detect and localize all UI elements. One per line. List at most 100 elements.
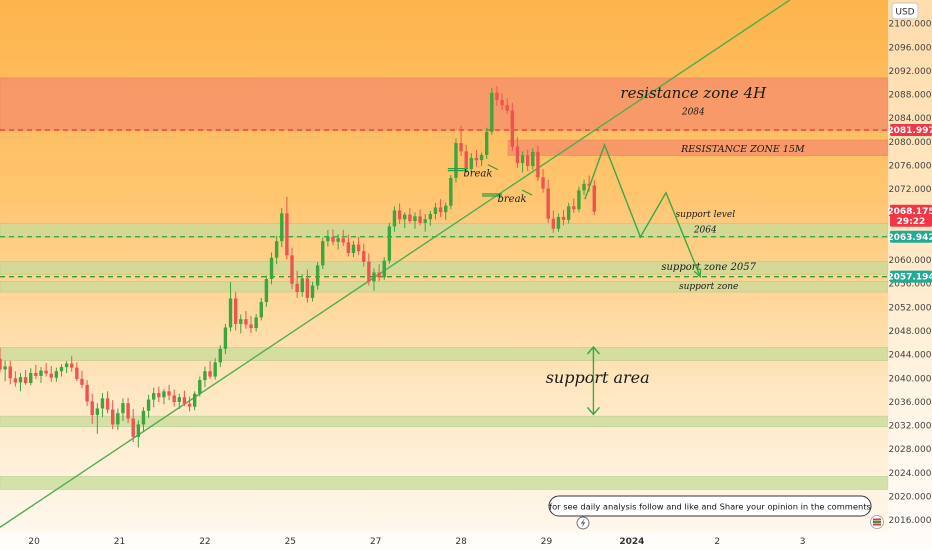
time-axis-panel[interactable] [0, 532, 888, 550]
candle-body [377, 272, 381, 278]
candle-body [326, 237, 330, 242]
candle-body [90, 401, 94, 415]
candle [582, 179, 586, 196]
y-tick-label: 2096.000 [889, 43, 932, 53]
candle [34, 364, 38, 379]
candle [198, 376, 202, 397]
candle-body [177, 397, 182, 402]
candle-body [541, 177, 545, 189]
candle-body [484, 131, 489, 155]
candle-body [259, 302, 263, 318]
support-zone-label: support zone [679, 282, 738, 292]
candle [285, 196, 289, 260]
break-label: break [497, 194, 526, 205]
support-zone-2057-label: support zone 2057 [661, 262, 756, 273]
candle-body [172, 395, 176, 402]
candle [274, 235, 279, 265]
candle-body [505, 105, 509, 111]
candle [525, 149, 530, 171]
candle-body [244, 319, 248, 325]
candle-body [351, 244, 356, 253]
candle [100, 393, 105, 418]
support-area-label: support area [546, 368, 650, 387]
candle [495, 86, 499, 106]
candle [54, 367, 59, 382]
y-tick-label: 2044.000 [889, 351, 932, 361]
candle-body [213, 362, 217, 377]
price-badge-0[interactable]: 2081.997 [887, 124, 932, 137]
candle [510, 102, 515, 152]
price-badge-label: 2081.997 [887, 126, 932, 136]
projection-path[interactable] [584, 142, 701, 277]
break-annotation-1: break [447, 164, 499, 180]
lightning-icon[interactable] [576, 516, 590, 530]
candle-body [8, 366, 12, 379]
candle-body [269, 257, 274, 280]
candle [131, 409, 135, 443]
candle-body [126, 403, 130, 419]
resistance-4h-sub: 2084 [681, 108, 705, 118]
candle [228, 281, 233, 332]
candle-body [239, 319, 243, 324]
candle [223, 323, 228, 355]
candle-body [474, 157, 479, 161]
candle [172, 389, 176, 407]
candle [59, 364, 64, 377]
x-tick-label: 21 [114, 537, 125, 547]
candle-body [70, 363, 74, 368]
candle [408, 208, 412, 224]
candle [566, 202, 571, 224]
candle-body [187, 403, 192, 407]
currency-label: USD [895, 8, 914, 18]
price-badge-3[interactable]: 2057.194 [887, 270, 932, 283]
candle [413, 212, 417, 229]
candle-body [551, 218, 555, 229]
candle [403, 212, 407, 229]
candle-body [121, 403, 125, 414]
candle-body [85, 384, 89, 402]
candle [305, 269, 310, 303]
x-tick-label: 2024 [619, 537, 644, 547]
candle-body [295, 283, 299, 293]
candle [551, 210, 555, 233]
candle [111, 400, 115, 430]
candle [162, 388, 166, 405]
comment-text: for see daily analysis follow and like a… [549, 502, 871, 512]
candle [249, 316, 253, 333]
candle-body [587, 183, 591, 186]
candle [187, 396, 192, 412]
candle-body [100, 398, 105, 409]
candle-body [566, 206, 571, 220]
currency-badge[interactable]: USD [891, 2, 919, 20]
comment-box[interactable]: for see daily analysis follow and like a… [548, 495, 872, 517]
candle-body [408, 214, 412, 222]
candle [13, 371, 18, 387]
candle-body [64, 363, 69, 368]
trendline[interactable] [0, 0, 791, 528]
y-tick-label: 2020.000 [889, 493, 932, 503]
price-badge-2[interactable]: 2063.942 [887, 230, 932, 243]
candle-body [141, 410, 146, 425]
candle [336, 234, 340, 250]
flag-icon[interactable] [870, 515, 884, 529]
candle [280, 208, 284, 248]
candle [362, 243, 366, 267]
x-tick-label: 28 [455, 537, 467, 547]
candle [341, 229, 345, 246]
candle [351, 241, 356, 258]
candle-body [208, 371, 212, 377]
candle [326, 229, 330, 247]
resistance-15m-label: RESISTANCE ZONE 15M [680, 144, 805, 155]
candle [90, 393, 94, 424]
candle-body [413, 216, 417, 222]
candle [444, 202, 448, 220]
candle [95, 403, 100, 434]
candle-body [536, 151, 540, 178]
candle [428, 211, 433, 226]
candle [577, 186, 581, 213]
candle [321, 237, 325, 269]
candle-body [305, 278, 310, 298]
candle-body [428, 213, 433, 220]
